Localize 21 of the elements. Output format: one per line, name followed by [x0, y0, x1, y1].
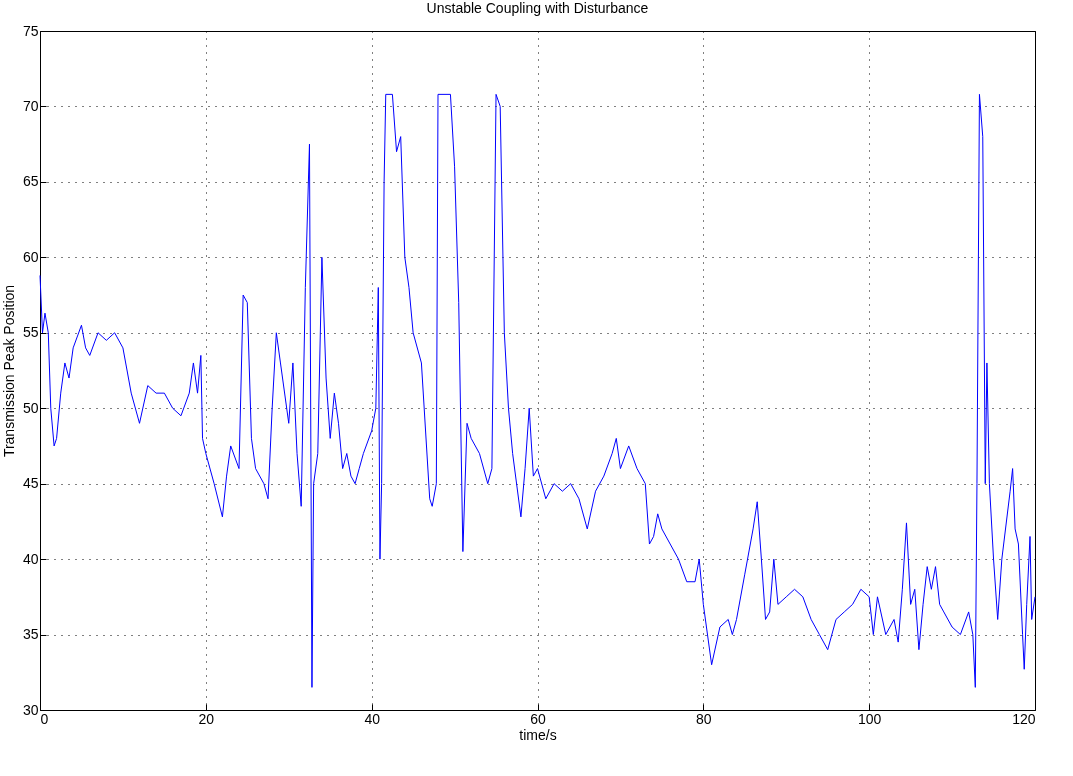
x-tick-label: 40: [364, 710, 381, 727]
x-axis-title: time/s: [519, 726, 557, 743]
y-tick-label: 70: [22, 97, 39, 114]
y-tick-label: 60: [22, 248, 39, 265]
y-tick-label: 75: [22, 22, 39, 39]
x-tick-label: 0: [40, 710, 49, 727]
chart-title: Unstable Coupling with Disturbance: [426, 0, 649, 16]
x-tick-label: 100: [857, 710, 882, 727]
y-tick-label: 35: [22, 626, 39, 643]
y-axis-title: Transmission Peak Position: [0, 284, 17, 458]
line-series: [39, 93, 1036, 688]
y-tick-label: 30: [22, 701, 39, 718]
y-tick-label: 45: [22, 475, 39, 492]
x-tick-label: 80: [696, 710, 712, 727]
x-tick-label: 60: [530, 710, 546, 727]
y-tick-label: 50: [22, 399, 39, 416]
y-tick-label: 40: [22, 550, 39, 567]
x-tick-label: 20: [198, 710, 215, 727]
y-tick-label: 65: [22, 173, 39, 190]
x-tick-label: 120: [1012, 710, 1036, 727]
y-tick-label: 55: [22, 324, 39, 341]
